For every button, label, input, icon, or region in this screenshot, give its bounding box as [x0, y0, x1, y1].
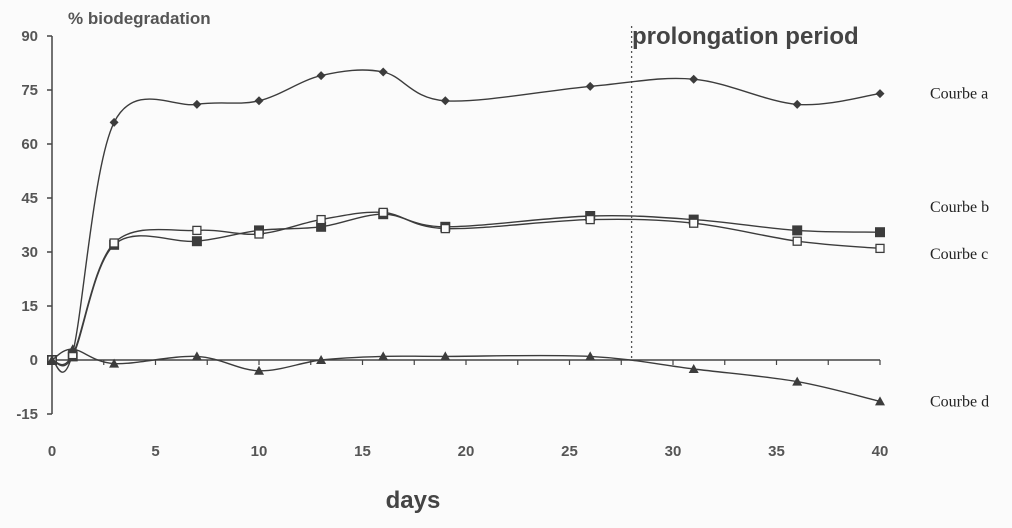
courbe-c-point — [378, 207, 388, 218]
y-tick-label: 15 — [21, 298, 38, 315]
series-courbe-c — [47, 207, 885, 366]
y-tick-label: -15 — [16, 406, 38, 423]
courbe-a-line — [51, 69, 881, 373]
courbe-d-point — [254, 365, 264, 375]
legend-label-courbe-a: Courbe a — [930, 86, 988, 103]
courbe-b-point — [875, 227, 885, 238]
x-tick-label: 5 — [151, 443, 159, 460]
y-tick-label: 0 — [30, 352, 38, 369]
x-tick-label: 25 — [561, 443, 578, 460]
x-tick-label: 40 — [872, 443, 889, 460]
courbe-c-point — [192, 225, 202, 236]
courbe-c-point — [792, 236, 802, 246]
courbe-d-line — [51, 348, 881, 403]
courbe-d-point — [109, 358, 120, 368]
courbe-d-point — [440, 351, 451, 361]
courbe-d-point — [191, 351, 202, 361]
courbe-a-point — [792, 99, 802, 109]
courbe-a-point — [254, 96, 264, 106]
courbe-c-point — [316, 214, 326, 225]
y-tick-label: 45 — [21, 190, 38, 207]
series-courbe-a — [47, 67, 885, 373]
legend-label-courbe-b: Courbe b — [930, 199, 989, 216]
prolongation-label: prolongation period — [632, 23, 859, 50]
y-tick-label: 75 — [21, 82, 38, 99]
courbe-c-point — [254, 229, 264, 239]
courbe-d-point — [875, 396, 885, 406]
prolongation-annotation: prolongation period — [630, 23, 859, 360]
y-axis-label: % biodegradation — [68, 9, 211, 28]
series-group — [47, 67, 885, 406]
courbe-c-point — [875, 243, 885, 254]
courbe-c-point — [585, 214, 595, 225]
x-tick-label: 20 — [458, 443, 475, 460]
courbe-d-point — [585, 351, 596, 361]
y-tick-label: 90 — [21, 28, 38, 45]
y-axis: 90 75 60 45 30 15 0 -15 — [16, 28, 53, 423]
x-tick-label: 0 — [48, 443, 56, 460]
courbe-d-point — [316, 355, 327, 364]
courbe-a-point — [316, 71, 326, 81]
courbe-a-point — [875, 89, 885, 99]
courbe-a-point — [689, 74, 699, 84]
x-axis: 0 5 10 15 20 25 30 35 40 — [48, 359, 889, 460]
x-tick-label: 10 — [251, 443, 268, 460]
courbe-b-line — [51, 213, 881, 367]
x-tick-label: 30 — [665, 443, 682, 460]
courbe-c-point — [440, 223, 450, 234]
courbe-a-point — [378, 67, 388, 77]
courbe-c-point — [109, 238, 119, 248]
x-tick-label: 35 — [768, 443, 785, 460]
courbe-d-point — [688, 364, 699, 373]
courbe-d-point — [47, 355, 57, 364]
courbe-b-point — [792, 225, 803, 236]
legend: Courbe a Courbe b Courbe c Courbe d — [930, 86, 989, 411]
courbe-a-point — [109, 117, 119, 127]
courbe-a-point — [585, 81, 595, 91]
courbe-b-point — [191, 236, 202, 247]
courbe-c-line — [51, 211, 881, 366]
courbe-b-point — [316, 221, 327, 232]
series-courbe-b — [47, 209, 885, 367]
y-tick-label: 60 — [21, 136, 38, 153]
courbe-a-point — [440, 96, 450, 106]
courbe-d-point — [792, 376, 803, 386]
y-tick-label: 30 — [21, 244, 38, 261]
legend-label-courbe-d: Courbe d — [930, 393, 989, 410]
courbe-d-point — [67, 344, 78, 354]
courbe-c-point — [689, 218, 699, 228]
courbe-a-point — [192, 99, 202, 109]
x-axis-label: days — [386, 487, 441, 514]
legend-label-courbe-c: Courbe c — [930, 246, 988, 263]
courbe-d-point — [378, 351, 389, 361]
series-courbe-d — [47, 344, 885, 406]
x-tick-label: 15 — [354, 443, 371, 460]
